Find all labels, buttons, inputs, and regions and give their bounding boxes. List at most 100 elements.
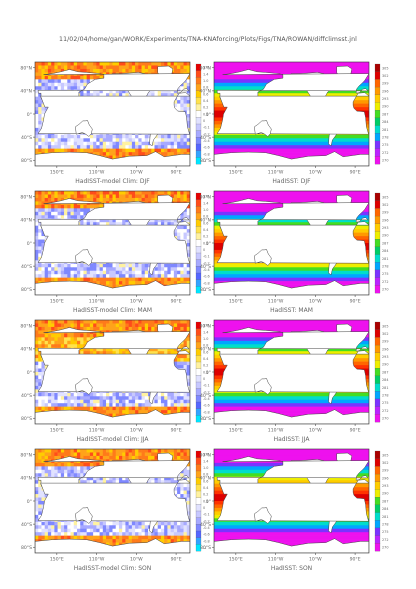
diff-cell xyxy=(177,354,181,359)
colorbar-swatch xyxy=(374,125,381,134)
diff-cell xyxy=(131,274,136,278)
diff-cell xyxy=(131,134,136,139)
diff-cell xyxy=(44,396,49,401)
diff-cell xyxy=(51,197,55,202)
diff-cell xyxy=(54,86,58,91)
diff-cell xyxy=(35,270,39,275)
diff-cell xyxy=(60,403,65,407)
diff-cell xyxy=(160,145,165,149)
diff-cell xyxy=(167,399,171,404)
diff-cell xyxy=(41,320,45,324)
diff-cell xyxy=(170,134,175,139)
diff-cell xyxy=(54,452,58,457)
diff-cell xyxy=(67,323,71,328)
diff-cell xyxy=(115,148,120,153)
diff-cell xyxy=(67,82,71,87)
diff-cell xyxy=(35,256,39,261)
diff-cell xyxy=(102,68,107,73)
sst-band xyxy=(214,191,369,195)
diff-cell xyxy=(73,138,78,143)
diff-cell xyxy=(89,267,94,272)
colorbar-label: 296 xyxy=(382,89,388,93)
diff-cell xyxy=(80,68,84,73)
diff-cell xyxy=(186,79,190,84)
diff-cell xyxy=(47,396,52,401)
diff-cell xyxy=(41,110,45,115)
diff-cell xyxy=(83,65,87,70)
diff-cell xyxy=(112,191,117,195)
diff-cell xyxy=(183,347,188,352)
diff-cell xyxy=(135,392,139,397)
diff-cell xyxy=(93,399,97,404)
diff-cell xyxy=(35,229,39,233)
diff-cell xyxy=(138,141,142,146)
diff-cell xyxy=(83,62,87,66)
diff-cell xyxy=(167,138,171,143)
diff-cell xyxy=(54,197,58,202)
diff-cell xyxy=(148,222,152,226)
diff-cell xyxy=(160,410,165,414)
diff-cell xyxy=(54,263,58,268)
diff-cell xyxy=(73,62,78,66)
diff-cell xyxy=(80,148,84,153)
diff-cell xyxy=(80,141,84,146)
diff-cell xyxy=(154,351,159,355)
diff-cell xyxy=(164,351,168,355)
colorbar-label: 0.6 xyxy=(203,350,208,354)
diff-cell xyxy=(128,320,133,324)
diff-cell xyxy=(170,89,175,94)
diff-cell xyxy=(51,86,55,91)
diff-cell xyxy=(180,107,184,111)
diff-cell xyxy=(83,191,87,195)
diff-cell xyxy=(67,337,71,342)
diff-cell xyxy=(44,337,49,342)
diff-cell xyxy=(83,211,87,216)
antarctica-land xyxy=(214,280,369,295)
diff-cell xyxy=(44,462,49,467)
diff-cell xyxy=(128,351,133,355)
diff-cell xyxy=(89,75,94,80)
diff-cell xyxy=(99,462,104,467)
diff-cell xyxy=(106,155,110,160)
diff-cell xyxy=(60,277,65,282)
diff-cell xyxy=(80,333,84,338)
diff-cell xyxy=(148,351,152,355)
diff-cell xyxy=(73,215,78,220)
diff-cell xyxy=(99,347,104,352)
diff-cell xyxy=(64,263,68,268)
sst-band xyxy=(214,392,369,397)
sst-band xyxy=(214,413,369,418)
diff-cell xyxy=(96,274,100,278)
diff-cell xyxy=(151,68,155,73)
diff-cell xyxy=(186,225,190,230)
diff-cell xyxy=(38,354,42,359)
diff-cell xyxy=(73,82,78,87)
diff-cell xyxy=(35,389,39,394)
diff-cell xyxy=(115,267,120,272)
diff-cell xyxy=(41,82,45,87)
diff-cell xyxy=(138,270,142,275)
x-tick-label: 90°E xyxy=(171,299,182,305)
diff-cell xyxy=(67,267,71,272)
diff-cell xyxy=(170,222,175,226)
diff-cell xyxy=(99,93,104,97)
diff-cell xyxy=(160,399,165,404)
diff-cell xyxy=(86,222,91,226)
diff-cell xyxy=(70,82,75,87)
diff-cell xyxy=(102,197,107,202)
colorbar-label: 1.8 xyxy=(203,66,208,70)
diff-cell xyxy=(64,141,68,146)
diff-cell xyxy=(93,274,97,278)
diff-cell xyxy=(70,449,75,453)
diff-cell xyxy=(86,191,91,195)
diff-cell xyxy=(167,134,171,139)
diff-cell xyxy=(35,100,39,104)
diff-cell xyxy=(35,246,39,251)
diff-cell xyxy=(118,263,123,268)
colorbar-label: 281 xyxy=(382,257,388,261)
diff-cell xyxy=(167,145,171,149)
panel-title: HadISST: JJA xyxy=(274,436,311,443)
diff-cell xyxy=(44,204,49,209)
diff-cell xyxy=(47,62,52,66)
